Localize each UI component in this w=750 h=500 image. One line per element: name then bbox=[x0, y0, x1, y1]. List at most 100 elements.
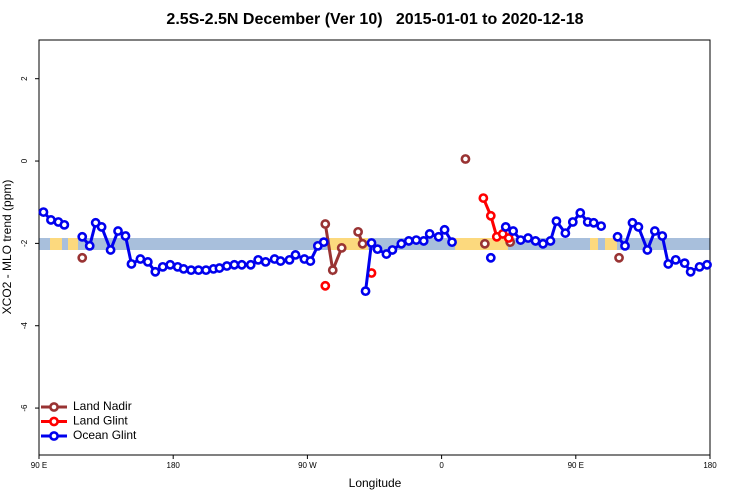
data-point bbox=[515, 235, 526, 245]
data-point bbox=[387, 245, 398, 255]
y-tick-label: -6 bbox=[20, 404, 29, 412]
data-point bbox=[551, 216, 562, 227]
data-point bbox=[214, 263, 225, 273]
land-band bbox=[590, 238, 598, 250]
data-point bbox=[508, 226, 519, 236]
data-point bbox=[284, 254, 295, 265]
data-point bbox=[620, 240, 630, 251]
data-point bbox=[142, 257, 153, 267]
y-axis-label: XCO2 - MLO trend (ppm) bbox=[0, 180, 14, 315]
data-point bbox=[560, 228, 571, 238]
y-tick-label: -4 bbox=[20, 322, 29, 330]
data-point bbox=[596, 221, 607, 231]
x-tick-label: 0 bbox=[439, 461, 444, 470]
y-tick-label: 2 bbox=[20, 76, 29, 81]
x-tick-label: 180 bbox=[167, 461, 181, 470]
data-point bbox=[439, 224, 450, 235]
legend-swatch-point bbox=[49, 431, 59, 441]
data-point bbox=[38, 207, 49, 217]
x-tick-label: 90 E bbox=[31, 461, 47, 470]
data-point bbox=[150, 266, 161, 277]
data-point bbox=[275, 256, 286, 266]
data-point bbox=[538, 238, 548, 249]
data-point bbox=[186, 265, 196, 276]
data-point bbox=[642, 245, 653, 255]
data-point bbox=[657, 231, 668, 241]
y-tick-label: 0 bbox=[20, 158, 29, 163]
data-point bbox=[201, 265, 211, 276]
land-band bbox=[68, 238, 78, 250]
data-point bbox=[221, 261, 232, 271]
land-band bbox=[50, 238, 62, 250]
data-point bbox=[649, 226, 660, 236]
data-point bbox=[403, 236, 414, 246]
data-point bbox=[236, 259, 247, 270]
data-point bbox=[433, 231, 444, 242]
data-point bbox=[135, 254, 146, 264]
data-point bbox=[353, 226, 363, 237]
data-point bbox=[372, 244, 383, 255]
data-point bbox=[113, 226, 123, 236]
data-point bbox=[165, 259, 176, 270]
data-point bbox=[84, 240, 95, 251]
data-point bbox=[105, 245, 116, 255]
data-point bbox=[320, 219, 331, 229]
data-point bbox=[357, 238, 368, 249]
data-point bbox=[96, 222, 107, 232]
plot-frame bbox=[38, 39, 711, 456]
data-point bbox=[567, 217, 578, 227]
data-point bbox=[424, 229, 435, 239]
data-point bbox=[679, 258, 690, 269]
data-point bbox=[327, 265, 338, 276]
data-point bbox=[77, 252, 88, 263]
data-point bbox=[588, 217, 599, 228]
x-tick-label: 180 bbox=[703, 461, 717, 470]
data-point bbox=[460, 154, 471, 164]
data-point bbox=[530, 236, 541, 246]
data-point bbox=[360, 286, 371, 297]
data-point bbox=[126, 259, 137, 269]
data-point bbox=[500, 222, 511, 232]
data-point bbox=[336, 243, 347, 253]
data-point bbox=[157, 261, 168, 272]
data-point bbox=[245, 259, 256, 270]
data-point bbox=[418, 236, 429, 246]
data-point bbox=[253, 254, 264, 265]
data-point bbox=[178, 264, 189, 274]
data-point bbox=[229, 259, 240, 270]
x-tick-label: 90 W bbox=[298, 461, 317, 470]
data-point bbox=[396, 238, 407, 249]
data-point bbox=[77, 231, 88, 242]
data-point bbox=[670, 254, 681, 265]
chart-title: 2.5S-2.5N December (Ver 10) 2015-01-01 t… bbox=[166, 11, 583, 28]
legend-swatch-point bbox=[49, 416, 59, 427]
legend-label: Ocean Glint bbox=[73, 428, 137, 442]
data-point bbox=[320, 280, 331, 291]
data-point bbox=[694, 261, 705, 272]
land-band bbox=[605, 238, 617, 250]
data-point bbox=[290, 250, 301, 260]
data-point bbox=[633, 222, 644, 232]
data-point bbox=[46, 215, 56, 225]
legend-label: Land Nadir bbox=[73, 399, 132, 413]
data-point bbox=[260, 257, 271, 267]
data-point bbox=[614, 252, 624, 263]
data-point bbox=[59, 219, 70, 230]
data-point bbox=[612, 231, 623, 242]
data-point bbox=[523, 233, 533, 243]
data-point bbox=[305, 256, 316, 266]
data-point bbox=[545, 236, 556, 246]
data-point bbox=[479, 238, 490, 249]
data-point bbox=[575, 208, 586, 218]
x-tick-label: 90 E bbox=[568, 461, 584, 470]
y-tick-label: -2 bbox=[20, 239, 29, 247]
data-point bbox=[663, 259, 674, 269]
data-point bbox=[447, 237, 457, 248]
x-axis-label: Longitude bbox=[349, 476, 402, 490]
legend-swatch-point bbox=[49, 402, 59, 412]
data-point bbox=[366, 238, 377, 248]
data-point bbox=[318, 237, 329, 248]
